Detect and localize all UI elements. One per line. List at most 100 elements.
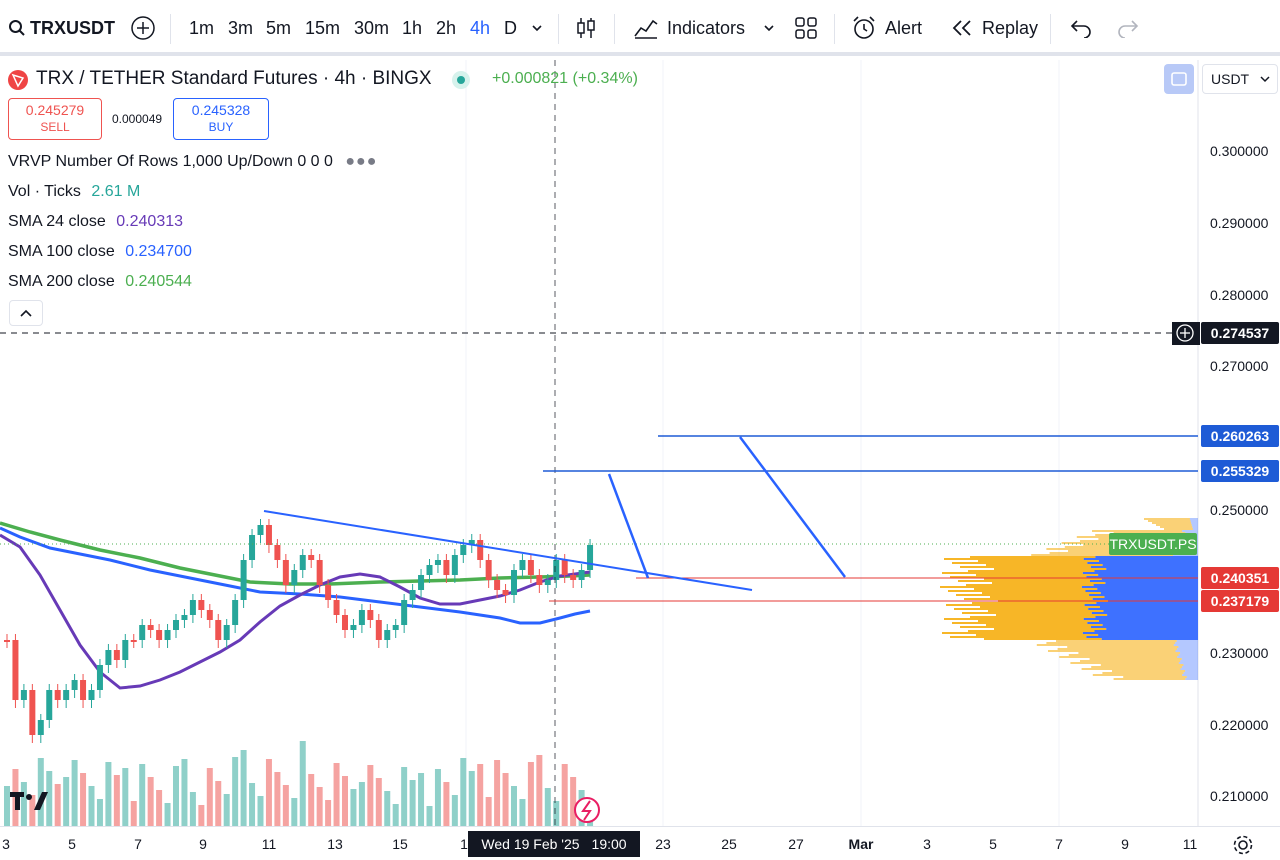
trendline-path-1[interactable] — [607, 473, 650, 579]
indicators-button[interactable]: Indicators — [633, 0, 745, 56]
sma100-legend[interactable]: SMA 100 close 0.234700 — [8, 243, 192, 261]
crosshair-date: Wed 19 Feb '25 — [481, 836, 580, 852]
volume-bar — [342, 776, 348, 826]
chevron-down-icon — [532, 25, 542, 32]
vrvp-legend[interactable]: VRVP Number Of Rows 1,000 Up/Down 0 0 0 … — [8, 153, 377, 171]
candle-body — [173, 620, 179, 630]
sma200-legend[interactable]: SMA 200 close 0.240544 — [8, 273, 192, 291]
price-tick: 0.270000 — [1210, 358, 1269, 374]
volume-bar — [460, 758, 467, 826]
chart-line-icon — [634, 19, 658, 39]
volume-bar — [561, 764, 568, 826]
buy-button[interactable]: 0.245328 BUY — [173, 98, 269, 140]
chart-settings-button[interactable] — [1230, 832, 1256, 858]
undo-button[interactable] — [1070, 0, 1092, 56]
profile-row-down — [1100, 664, 1184, 666]
tf-5m[interactable]: 5m — [266, 17, 292, 38]
candle-body — [249, 535, 256, 560]
redo-icon — [1118, 20, 1139, 38]
tf-4h[interactable]: 4h — [470, 17, 491, 38]
profile-row-up — [1182, 674, 1198, 676]
indicators-dropdown[interactable] — [762, 0, 776, 56]
profile-row-down — [1068, 654, 1179, 656]
redo-button[interactable] — [1117, 0, 1139, 56]
tf-1m[interactable]: 1m — [189, 17, 215, 38]
profile-row-up — [1175, 642, 1198, 644]
market-status-icon[interactable] — [452, 71, 470, 89]
profile-row-up — [1191, 524, 1198, 526]
price-label-260263: 0.260263 — [1201, 425, 1279, 447]
sma24-legend[interactable]: SMA 24 close 0.240313 — [8, 213, 183, 231]
profile-row-up — [1189, 518, 1198, 520]
candle-body — [519, 560, 526, 570]
volume-bar — [46, 771, 53, 826]
lightning-icon[interactable] — [574, 797, 600, 823]
profile-row-up — [1180, 668, 1198, 670]
replay-button[interactable]: Replay — [950, 0, 1038, 56]
trendline-resistance[interactable] — [263, 510, 753, 591]
collapse-legend-button[interactable] — [9, 300, 43, 326]
plus-circle-icon — [131, 16, 155, 40]
profile-row-down — [978, 560, 1099, 562]
candle-body — [544, 580, 551, 585]
volume-bar — [257, 796, 264, 826]
sell-button[interactable]: 0.245279 SELL — [8, 98, 102, 140]
time-tick: 3 — [2, 836, 10, 852]
volume-bar — [468, 771, 475, 826]
volume-bar — [198, 805, 205, 826]
auto-scale-button[interactable] — [1164, 64, 1194, 94]
sma-24-line — [0, 533, 591, 690]
profile-row-up — [1089, 594, 1198, 596]
search-icon — [9, 20, 25, 36]
add-alert-plus-icon[interactable] — [1172, 322, 1200, 345]
profile-row-down — [952, 622, 1088, 624]
alert-button[interactable]: Alert — [851, 0, 922, 56]
profile-row-up — [1178, 662, 1198, 664]
profile-row-up — [1191, 522, 1198, 524]
tf-30m[interactable]: 30m — [354, 17, 390, 38]
volume-bar — [401, 767, 408, 826]
profile-row-down — [994, 628, 1107, 630]
tf-3m[interactable]: 3m — [228, 17, 254, 38]
more-options-icon[interactable]: ●●● — [345, 153, 378, 170]
chart-type-button[interactable] — [575, 0, 597, 56]
volume-bar — [494, 760, 501, 826]
tf-d[interactable]: D — [504, 17, 517, 38]
volume-bar — [544, 788, 551, 826]
timeframe-dropdown[interactable] — [530, 0, 544, 56]
alert-label: Alert — [885, 17, 923, 38]
candle-body — [375, 620, 382, 640]
tf-1h[interactable]: 1h — [402, 17, 423, 38]
profile-row-down — [1144, 518, 1190, 520]
gear-icon — [1233, 835, 1253, 855]
candle-body — [164, 630, 171, 640]
volume-bar — [71, 760, 78, 826]
candle-body — [570, 575, 577, 580]
volume-bar — [54, 784, 61, 826]
compare-button[interactable] — [130, 0, 156, 56]
profile-row-up — [1091, 612, 1198, 614]
candle-body — [80, 680, 87, 700]
tf-2h[interactable]: 2h — [436, 17, 457, 38]
chevron-down-icon — [764, 25, 774, 32]
volume-bar — [553, 801, 560, 826]
profile-row-up — [1093, 584, 1198, 586]
candle-body — [578, 570, 585, 580]
volume-legend[interactable]: Vol · Ticks 2.61 M — [8, 183, 140, 201]
volume-bar — [164, 803, 171, 826]
candle-body — [392, 625, 399, 630]
volume-bar — [333, 763, 340, 826]
symbol-title[interactable]: TRX / TETHER Standard Futures · 4h · BIN… — [36, 68, 432, 89]
profile-row-up — [1106, 568, 1198, 570]
symbol-search[interactable]: TRXUSDT — [8, 0, 115, 56]
price-chart[interactable] — [0, 60, 1280, 860]
currency-select[interactable]: USDT — [1202, 64, 1278, 94]
profile-row-up — [1183, 672, 1198, 674]
templates-button[interactable] — [794, 0, 818, 56]
tf-15m[interactable]: 15m — [305, 17, 341, 38]
volume-bar — [418, 773, 425, 826]
volume-bar — [29, 795, 36, 826]
profile-row-down — [950, 636, 1087, 638]
profile-row-down — [1152, 522, 1192, 524]
trendline-path-2[interactable] — [739, 436, 846, 578]
